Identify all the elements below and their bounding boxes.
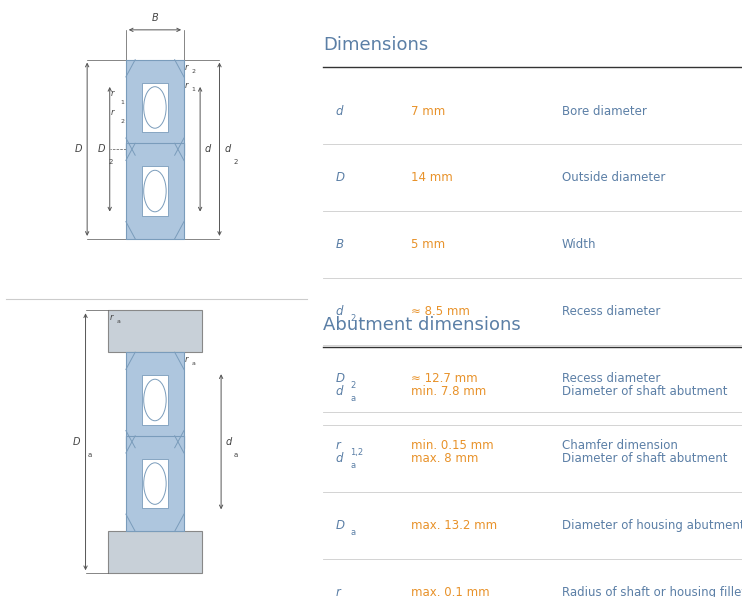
Bar xyxy=(126,352,184,448)
Text: Abutment dimensions: Abutment dimensions xyxy=(323,316,521,334)
Text: 2: 2 xyxy=(350,314,355,324)
Text: Diameter of shaft abutment: Diameter of shaft abutment xyxy=(562,452,727,465)
Text: a: a xyxy=(350,528,355,537)
Bar xyxy=(142,166,168,216)
Text: D: D xyxy=(97,144,105,154)
Text: Radius of shaft or housing fillet: Radius of shaft or housing fillet xyxy=(562,586,742,597)
Text: Diameter of shaft abutment: Diameter of shaft abutment xyxy=(562,385,727,398)
Text: D: D xyxy=(335,519,344,532)
Text: Diameter of housing abutment: Diameter of housing abutment xyxy=(562,519,742,532)
Text: 1: 1 xyxy=(191,87,195,91)
Bar xyxy=(126,436,184,531)
Text: max. 8 mm: max. 8 mm xyxy=(411,452,478,465)
Text: max. 0.1 mm: max. 0.1 mm xyxy=(411,586,490,597)
Bar xyxy=(126,60,184,155)
Circle shape xyxy=(144,379,166,421)
Text: Chamfer dimension: Chamfer dimension xyxy=(562,439,677,452)
Text: D: D xyxy=(73,437,81,447)
Text: d: d xyxy=(335,385,343,398)
Text: a: a xyxy=(350,461,355,470)
Text: d: d xyxy=(335,452,343,465)
Text: 2: 2 xyxy=(120,119,124,124)
Bar xyxy=(142,82,168,133)
Text: Width: Width xyxy=(562,238,597,251)
Text: a: a xyxy=(87,452,91,458)
Text: r: r xyxy=(335,439,341,452)
Text: Outside diameter: Outside diameter xyxy=(562,171,665,184)
Text: a: a xyxy=(116,319,120,324)
Text: a: a xyxy=(350,595,355,597)
Text: d: d xyxy=(335,305,343,318)
Text: min. 7.8 mm: min. 7.8 mm xyxy=(411,385,486,398)
Text: ≈ 8.5 mm: ≈ 8.5 mm xyxy=(411,305,470,318)
Text: d: d xyxy=(226,437,232,447)
Text: a: a xyxy=(191,361,195,366)
Text: 5 mm: 5 mm xyxy=(411,238,445,251)
Text: 7 mm: 7 mm xyxy=(411,104,445,118)
Text: d: d xyxy=(335,104,343,118)
Bar xyxy=(142,458,168,509)
Text: max. 13.2 mm: max. 13.2 mm xyxy=(411,519,497,532)
Text: 2: 2 xyxy=(191,69,195,73)
Text: 1: 1 xyxy=(120,100,124,104)
Text: D: D xyxy=(335,171,344,184)
Text: r: r xyxy=(110,313,114,322)
Text: Dimensions: Dimensions xyxy=(323,36,428,54)
Bar xyxy=(108,310,202,352)
Text: Recess diameter: Recess diameter xyxy=(562,372,660,385)
Text: ≈ 12.7 mm: ≈ 12.7 mm xyxy=(411,372,477,385)
Bar xyxy=(142,375,168,425)
Text: D: D xyxy=(75,144,82,154)
Text: r: r xyxy=(185,63,188,72)
Text: 1,2: 1,2 xyxy=(350,448,363,457)
Text: 2: 2 xyxy=(234,159,238,165)
Text: r: r xyxy=(185,81,188,90)
Text: d: d xyxy=(224,144,231,154)
Text: B: B xyxy=(151,13,158,23)
Text: D: D xyxy=(335,372,344,385)
Text: r: r xyxy=(111,88,114,98)
Text: B: B xyxy=(335,238,344,251)
Circle shape xyxy=(144,463,166,504)
Text: Recess diameter: Recess diameter xyxy=(562,305,660,318)
Text: r: r xyxy=(335,586,341,597)
Text: min. 0.15 mm: min. 0.15 mm xyxy=(411,439,493,452)
Text: d: d xyxy=(205,144,211,154)
Text: r: r xyxy=(111,107,114,117)
Text: 2: 2 xyxy=(350,381,355,390)
Bar xyxy=(126,143,184,239)
Bar xyxy=(108,531,202,573)
Text: r: r xyxy=(185,355,188,364)
Text: 14 mm: 14 mm xyxy=(411,171,453,184)
Circle shape xyxy=(144,170,166,212)
Text: 2: 2 xyxy=(108,159,113,165)
Text: a: a xyxy=(234,452,238,458)
Text: Bore diameter: Bore diameter xyxy=(562,104,646,118)
Circle shape xyxy=(144,87,166,128)
Text: a: a xyxy=(350,394,355,404)
